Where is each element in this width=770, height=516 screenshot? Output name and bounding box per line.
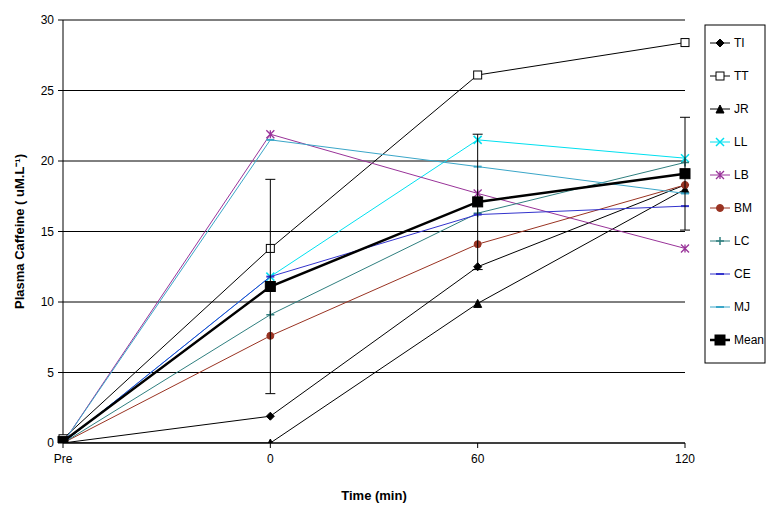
series <box>59 185 689 443</box>
x-tick-label: Pre <box>54 452 73 466</box>
legend-marker <box>717 205 724 212</box>
point <box>266 439 274 443</box>
legend-label: TI <box>734 36 745 50</box>
legend-marker <box>715 335 725 345</box>
series-line <box>63 206 685 443</box>
x-axis-label: Time (min) <box>341 488 407 503</box>
legend-box <box>705 25 765 363</box>
y-tick-label: 10 <box>41 295 55 309</box>
grid-line <box>63 90 685 91</box>
series <box>59 136 689 443</box>
legend-label: LB <box>734 168 749 182</box>
point <box>680 169 690 179</box>
legend-line <box>710 274 730 275</box>
legend-marker <box>716 306 724 308</box>
series <box>59 130 689 443</box>
point <box>266 412 274 420</box>
series <box>59 39 689 443</box>
chart: 051015202530Pre060120Time (min)Plasma Ca… <box>0 0 770 516</box>
legend-marker <box>716 237 724 245</box>
x-tick <box>270 443 271 448</box>
legend-label: MJ <box>734 300 750 314</box>
series <box>59 140 689 443</box>
series <box>59 158 689 443</box>
point <box>58 437 68 443</box>
grid-line <box>63 231 685 232</box>
point <box>681 39 689 47</box>
point <box>474 299 482 307</box>
point <box>681 244 689 252</box>
plot-area <box>58 39 690 443</box>
point <box>265 281 275 291</box>
series-line <box>63 140 685 443</box>
series <box>59 206 689 443</box>
point <box>474 71 482 79</box>
y-tick <box>58 90 63 91</box>
legend-marker <box>716 105 724 113</box>
series-line <box>63 134 685 443</box>
y-tick <box>58 372 63 373</box>
x-tick <box>477 443 478 448</box>
legend-label: LL <box>734 135 748 149</box>
y-axis <box>63 20 64 443</box>
x-tick-label: 120 <box>675 452 695 466</box>
series <box>60 181 689 443</box>
x-tick <box>685 443 686 448</box>
y-tick-label: 20 <box>41 154 55 168</box>
legend-label: TT <box>734 69 749 83</box>
legend-label: CE <box>734 267 751 281</box>
y-tick <box>58 231 63 232</box>
y-tick-label: 25 <box>41 84 55 98</box>
grid-line <box>63 302 685 303</box>
x-tick-label: 60 <box>471 452 485 466</box>
series <box>59 181 689 443</box>
legend-marker <box>716 171 724 179</box>
y-tick-label: 0 <box>47 436 54 450</box>
x-tick-label: 0 <box>267 452 274 466</box>
legend-label: JR <box>734 102 749 116</box>
legend-label: LC <box>734 234 750 248</box>
point <box>266 130 274 138</box>
y-axis-label: Plasma Caffeine ( uM.L⁻¹) <box>12 154 27 309</box>
series-line <box>63 174 685 442</box>
y-tick <box>58 161 63 162</box>
series-line <box>63 185 685 443</box>
error-bar <box>680 117 690 230</box>
legend: TI TT JR LL LB BM LC CE MJ Mean <box>705 25 765 363</box>
grid-line <box>63 20 685 21</box>
error-bar <box>265 179 275 393</box>
y-tick-label: 15 <box>41 225 55 239</box>
y-tick-label: 5 <box>47 366 54 380</box>
legend-marker <box>716 138 724 146</box>
legend-label: Mean <box>734 333 764 347</box>
x-tick <box>63 443 64 448</box>
y-tick <box>58 302 63 303</box>
legend-label: BM <box>734 201 752 215</box>
series-line <box>63 189 685 443</box>
series-line <box>63 162 685 443</box>
series-line <box>63 140 685 443</box>
y-tick <box>58 20 63 21</box>
error-bar <box>473 134 483 269</box>
point <box>266 139 274 141</box>
legend-marker <box>716 39 724 47</box>
point <box>473 197 483 207</box>
legend-marker <box>716 72 724 80</box>
legend-marker <box>716 273 724 275</box>
legend-line <box>710 307 730 308</box>
y-tick-label: 30 <box>41 13 55 27</box>
series <box>58 117 690 443</box>
